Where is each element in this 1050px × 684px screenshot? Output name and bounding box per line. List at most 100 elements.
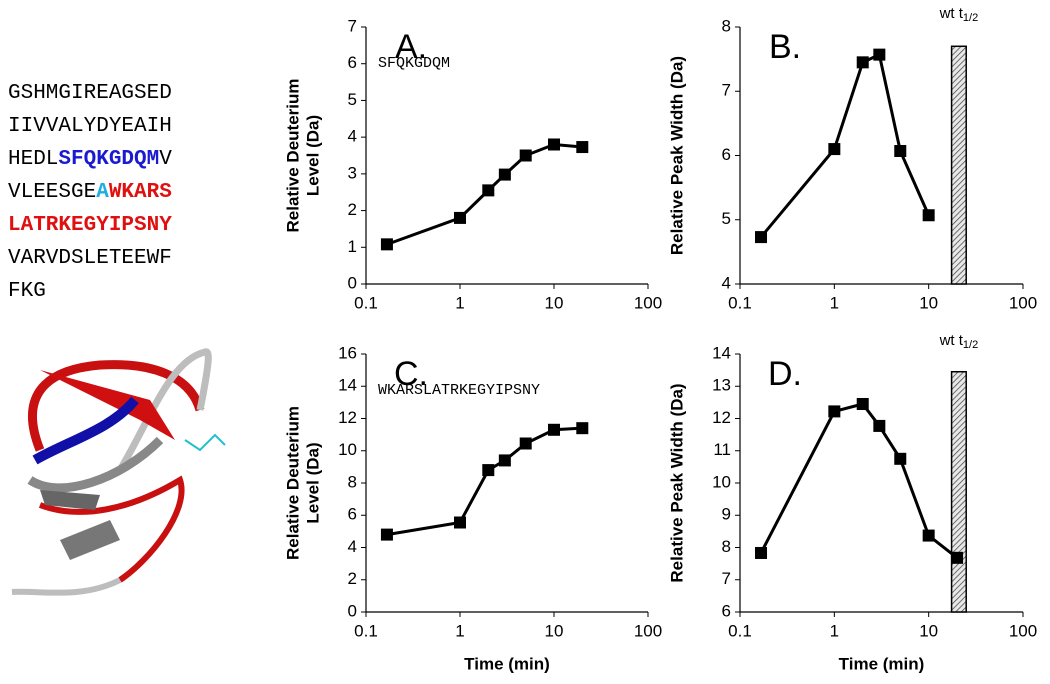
y-tick-label: 12 bbox=[338, 408, 357, 427]
y-tick-label: 5 bbox=[722, 209, 731, 228]
sequence-segment: FKG bbox=[8, 280, 46, 303]
x-tick-label: 1 bbox=[830, 293, 839, 312]
sequence-line: LATRKEGYIPSNY bbox=[8, 214, 172, 237]
x-tick-label: 100 bbox=[1009, 621, 1037, 640]
y-tick-label: 7 bbox=[722, 81, 731, 100]
y-axis-title: Relative Deuterium bbox=[283, 79, 302, 233]
y-tick-label: 8 bbox=[348, 472, 357, 491]
y-tick-label: 9 bbox=[722, 505, 731, 524]
data-point bbox=[519, 149, 532, 162]
peptide-label: WKARSLATRKEGYIPSNY bbox=[378, 382, 540, 399]
y-tick-label: 7 bbox=[348, 16, 357, 35]
x-tick-label: 0.1 bbox=[728, 293, 752, 312]
reference-bar bbox=[950, 370, 967, 613]
bar-annotation: wt t1/2 bbox=[939, 332, 979, 351]
data-point bbox=[519, 437, 532, 450]
y-tick-label: 8 bbox=[722, 16, 731, 35]
x-tick-label: 0.1 bbox=[728, 621, 752, 640]
y-axis-title: Relative Peak Width (Da) bbox=[667, 56, 686, 255]
x-tick-label: 1 bbox=[455, 293, 464, 312]
reference-bar bbox=[950, 45, 967, 285]
chart: 0 1 2 3 4 5 6 7 0.1 1 10 100 A.SFQKGDQM Relative Deut… bbox=[283, 16, 662, 312]
data-point bbox=[454, 211, 466, 224]
y-tick-label: 8 bbox=[722, 537, 731, 556]
data-point bbox=[922, 529, 935, 542]
data-point bbox=[454, 516, 466, 529]
sequence-line: VARVDSLETEEWF bbox=[8, 247, 172, 270]
y-tick-label: 12 bbox=[712, 408, 731, 427]
chart-title: D. bbox=[768, 355, 802, 393]
y-tick-label: 4 bbox=[722, 273, 731, 292]
data-point bbox=[755, 546, 768, 559]
annotation-text: wt t bbox=[939, 5, 964, 22]
peptide-label: SFQKGDQM bbox=[378, 55, 450, 72]
y-tick-label: 2 bbox=[348, 200, 357, 219]
y-axis-title: Level (Da) bbox=[303, 442, 322, 523]
annotation-text: wt t bbox=[939, 332, 964, 349]
sequence-segment: VARVDSLETEEWF bbox=[8, 247, 172, 270]
y-tick-label: 0 bbox=[348, 273, 357, 292]
data-point bbox=[828, 143, 841, 156]
sequence-line: GSHMGIREAGSED bbox=[8, 82, 172, 105]
bar-annotation: wt t1/2 bbox=[939, 5, 979, 24]
sequence-segment: A bbox=[96, 181, 109, 204]
data-point bbox=[755, 231, 768, 244]
data-line bbox=[759, 52, 931, 239]
y-tick-label: 0 bbox=[348, 601, 357, 620]
data-point bbox=[951, 551, 964, 564]
y-axis-title: Level (Da) bbox=[303, 115, 322, 196]
x-tick-label: 100 bbox=[634, 621, 662, 640]
y-tick-label: 6 bbox=[348, 505, 357, 524]
x-tick-label: 10 bbox=[919, 621, 938, 640]
data-point bbox=[548, 138, 560, 151]
x-axis-title: Time (min) bbox=[464, 654, 550, 673]
x-tick-label: 0.1 bbox=[354, 621, 378, 640]
y-tick-label: 6 bbox=[348, 53, 357, 72]
protein-structure bbox=[11, 348, 226, 596]
x-tick-label: 0.1 bbox=[354, 293, 378, 312]
y-tick-label: 10 bbox=[338, 440, 357, 459]
chart-title: A. bbox=[395, 28, 427, 66]
annotation-subscript: 1/2 bbox=[963, 339, 978, 351]
data-point bbox=[922, 209, 935, 222]
data-point bbox=[576, 422, 589, 435]
sequence-line: HEDLSFQKGDQMV bbox=[8, 148, 172, 171]
x-tick-label: 10 bbox=[919, 293, 938, 312]
sequence-segment: LATRKEGYIPSNY bbox=[8, 214, 172, 237]
x-tick-label: 100 bbox=[634, 293, 662, 312]
data-point bbox=[894, 145, 907, 158]
data-point bbox=[873, 48, 886, 61]
x-tick-label: 10 bbox=[545, 293, 564, 312]
data-line bbox=[386, 426, 583, 537]
data-point bbox=[873, 419, 886, 432]
data-point bbox=[576, 141, 589, 154]
chart: 0 2 4 6 8 10 12 14 16 0.1 1 10 100 C.WKARSLATRKEGYIPS… bbox=[283, 343, 662, 673]
x-tick-label: 1 bbox=[455, 621, 464, 640]
data-point bbox=[380, 528, 393, 541]
y-tick-label: 7 bbox=[722, 569, 731, 588]
y-tick-label: 10 bbox=[712, 472, 731, 491]
x-tick-label: 100 bbox=[1009, 293, 1037, 312]
data-point bbox=[894, 452, 907, 465]
data-point bbox=[498, 168, 511, 181]
sequence-line: VLEESGEAWKARS bbox=[8, 181, 172, 204]
y-tick-label: 2 bbox=[348, 569, 357, 588]
data-point bbox=[856, 397, 869, 410]
y-axis-title: Relative Peak Width (Da) bbox=[667, 383, 686, 582]
data-point bbox=[380, 238, 393, 251]
sequence-segment: HEDL bbox=[8, 148, 58, 171]
annotation-subscript: 1/2 bbox=[963, 12, 978, 24]
sequence-segment: SFQKGDQM bbox=[58, 148, 159, 171]
data-point bbox=[856, 56, 869, 69]
y-tick-label: 5 bbox=[348, 90, 357, 109]
y-tick-label: 4 bbox=[348, 127, 357, 146]
data-point bbox=[828, 405, 841, 418]
x-tick-label: 1 bbox=[830, 621, 839, 640]
y-axis-title: Relative Deuterium bbox=[283, 406, 302, 560]
sequence-segment: V bbox=[159, 148, 172, 171]
y-tick-label: 1 bbox=[348, 237, 357, 256]
data-point bbox=[548, 423, 560, 436]
data-point bbox=[498, 454, 511, 467]
